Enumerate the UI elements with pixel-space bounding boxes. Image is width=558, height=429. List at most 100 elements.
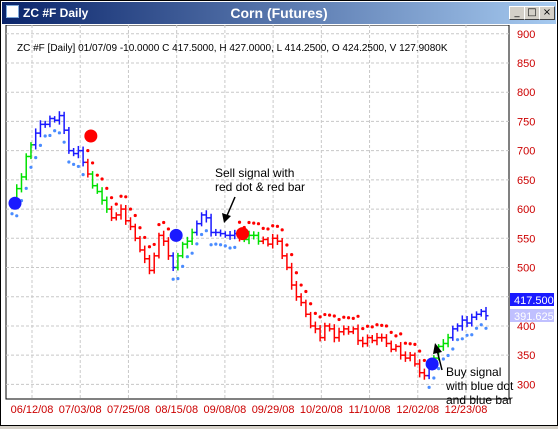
trend-dot <box>247 220 251 225</box>
y-tick-label: 400 <box>517 321 535 333</box>
trend-dot <box>29 165 33 169</box>
trend-dot <box>408 342 412 346</box>
trend-dot <box>124 195 128 199</box>
trend-dot <box>237 220 242 224</box>
price-chart-svg[interactable]: ZC #F [Daily] 01/07/09 -10.0000 C 417.50… <box>2 24 556 424</box>
trend-dot <box>375 323 379 327</box>
trend-dot <box>309 302 313 306</box>
trend-dot <box>171 277 175 281</box>
buy-arrow-head <box>433 343 442 354</box>
trend-dot <box>204 229 208 233</box>
trend-dot <box>380 323 384 327</box>
trend-dot <box>451 347 455 351</box>
trend-dot <box>432 376 436 380</box>
trend-dot <box>214 242 218 246</box>
x-axis: 06/12/08 07/03/08 07/25/08 08/15/08 09/08/08… <box>11 404 488 416</box>
trend-dot <box>332 314 336 318</box>
trend-dot <box>285 243 289 247</box>
trend-dot <box>190 251 194 255</box>
trend-dot <box>304 289 308 294</box>
symbol-title: ZC #F Daily <box>23 6 89 20</box>
buy-annotation-line3: and blue bar <box>446 393 513 407</box>
signal-markers <box>8 129 439 371</box>
x-tick-label: 07/25/08 <box>107 404 150 416</box>
buy-signal-dot <box>169 228 183 242</box>
trend-dot <box>455 338 460 342</box>
indicator-price-text: 391.625 <box>514 311 554 323</box>
buy-signal-dot <box>425 357 439 371</box>
x-tick-label: 06/12/08 <box>11 404 54 416</box>
window-title: ZC #F Daily <box>6 5 88 20</box>
last-price-text: 417.500 <box>514 295 554 307</box>
trend-dot <box>275 224 280 228</box>
trend-dot <box>200 232 204 237</box>
trend-dot <box>128 207 133 211</box>
trend-dot <box>313 311 317 315</box>
close-button[interactable]: × <box>539 6 555 20</box>
trend-dot <box>34 156 38 160</box>
trend-dot <box>166 227 171 231</box>
x-tick-label: 09/29/08 <box>252 404 295 416</box>
y-tick-label: 550 <box>517 233 535 245</box>
buy-signal-dot <box>8 196 22 210</box>
trend-dot <box>100 177 104 181</box>
price-chart-area[interactable]: ZC #F [Daily] 01/07/09 -10.0000 C 417.50… <box>2 24 556 424</box>
trend-dot <box>86 149 90 153</box>
y-tick-label: 850 <box>517 58 535 70</box>
trend-dot <box>460 337 464 341</box>
trend-dot <box>318 315 322 319</box>
indicator-price-tag: 391.625 <box>510 309 554 323</box>
trend-dot <box>422 358 426 363</box>
y-tick-label: 900 <box>517 29 535 41</box>
trend-dot <box>24 186 28 190</box>
y-tick-label: 700 <box>517 146 535 158</box>
y-tick-label: 650 <box>517 175 535 187</box>
chart-window-icon <box>6 5 19 18</box>
y-tick-label: 300 <box>517 379 535 391</box>
trend-dot <box>72 162 76 166</box>
sell-annotation-line1: Sell signal with <box>215 166 294 180</box>
trend-dot <box>209 243 213 247</box>
maximize-button[interactable]: □ <box>524 6 540 20</box>
trend-dot <box>228 246 232 250</box>
x-tick-label: 11/10/08 <box>349 404 391 416</box>
y-tick-label: 500 <box>517 263 535 275</box>
minimize-button[interactable]: _ <box>509 6 525 20</box>
trend-dot <box>266 227 270 231</box>
y-axis: 300350400450500550600650700750800850900 <box>517 29 535 392</box>
trend-dot <box>470 333 474 337</box>
chart-grid <box>5 24 510 400</box>
trend-dot <box>399 332 403 336</box>
y-tick-label: 350 <box>517 350 535 362</box>
trend-dot <box>43 134 47 138</box>
trend-dot <box>10 212 14 216</box>
trend-dot <box>441 357 445 361</box>
trend-dot <box>351 316 355 320</box>
title-bar[interactable]: ZC #F Daily Corn (Futures) _ □ × <box>2 2 556 24</box>
trend-dot <box>446 353 450 358</box>
trend-dot <box>327 313 332 317</box>
trend-dot <box>181 264 185 268</box>
trend-dot <box>218 243 223 247</box>
trend-dot <box>484 326 488 330</box>
trend-dot <box>290 253 294 257</box>
trend-dot <box>62 140 66 144</box>
trend-dot <box>162 220 166 225</box>
sell-annotation-line2: red dot & red bar <box>215 180 305 194</box>
trend-dot <box>474 326 479 330</box>
trend-dot <box>299 283 303 287</box>
trend-dot <box>384 324 389 328</box>
trend-dot <box>337 317 341 322</box>
trend-dot <box>403 341 408 345</box>
trend-dot <box>294 271 298 275</box>
trend-dot <box>67 160 71 164</box>
sell-arrow-line <box>225 196 236 219</box>
trend-dot <box>356 314 360 318</box>
x-tick-label: 12/23/08 <box>445 404 488 416</box>
trend-dot <box>256 222 261 226</box>
trend-dot <box>427 385 431 389</box>
trend-dot <box>95 173 99 177</box>
x-tick-label: 07/03/08 <box>59 404 102 416</box>
trend-dot <box>176 277 180 281</box>
